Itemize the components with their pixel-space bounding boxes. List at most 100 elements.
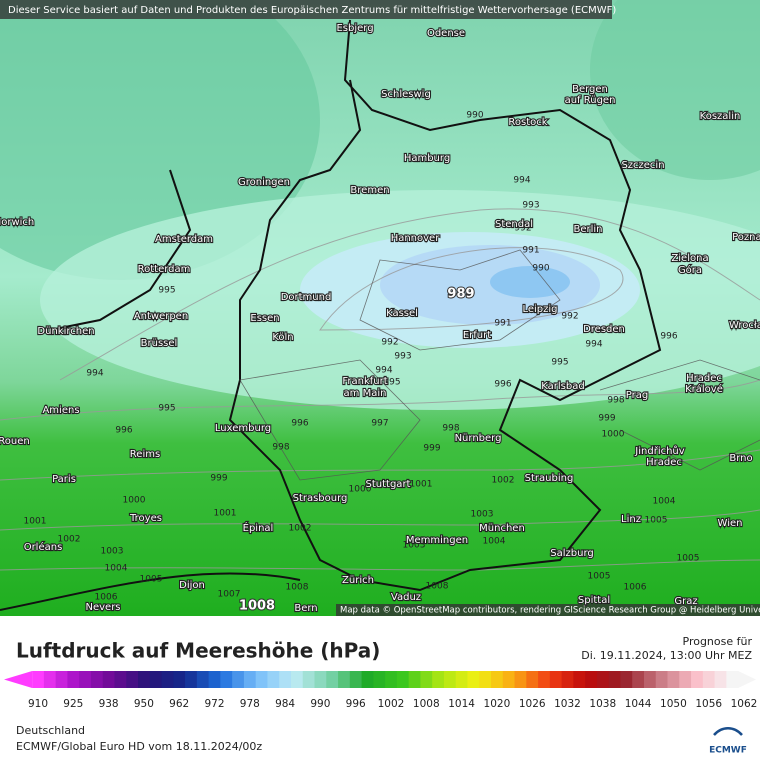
colorbar-tick-label: 950 bbox=[134, 698, 154, 710]
colorbar-cell bbox=[443, 671, 457, 688]
colorbar-cell bbox=[702, 671, 716, 688]
colorbar-cell bbox=[302, 671, 316, 688]
isobar-label: 1005 bbox=[645, 516, 668, 526]
isobar-label: 995 bbox=[158, 404, 175, 414]
colorbar-cell bbox=[349, 671, 363, 688]
regions bbox=[239, 249, 760, 481]
colorbar-cell bbox=[596, 671, 610, 688]
city-label: Schleswig bbox=[381, 89, 431, 100]
colorbar-cell bbox=[714, 671, 727, 688]
logo: ECMWF bbox=[709, 746, 747, 756]
city-label: Groningen bbox=[238, 177, 290, 188]
colorbar-cell bbox=[491, 671, 504, 688]
colorbar-cell bbox=[538, 671, 551, 688]
colorbar-cell bbox=[455, 671, 468, 688]
colorbar-tick-label: 1056 bbox=[695, 698, 722, 710]
colorbar-cell bbox=[114, 671, 127, 688]
city-label: Spittal bbox=[578, 595, 610, 606]
isobar-label: 996 bbox=[660, 332, 677, 342]
colorbar-cell bbox=[161, 671, 174, 688]
legend-title: Luftdruck auf Meereshöhe (hPa) bbox=[16, 639, 380, 663]
city-label: Dresden bbox=[583, 324, 625, 335]
isobar-label: 998 bbox=[607, 396, 624, 406]
isobar-label: 1003 bbox=[101, 547, 124, 557]
isobar-label: 1007 bbox=[218, 590, 241, 600]
city-label: Strasbourg bbox=[293, 493, 348, 504]
colorbar-tick-label: 1038 bbox=[589, 698, 616, 710]
isobar-label: 998 bbox=[442, 424, 459, 434]
isobar-label: 989 bbox=[447, 287, 474, 302]
city-label: Frankfurt bbox=[342, 376, 387, 387]
isobar-label: 1005 bbox=[588, 572, 611, 582]
colorbar-cell bbox=[620, 671, 633, 688]
isobar-label: 991 bbox=[494, 319, 511, 329]
isobar-label: 999 bbox=[423, 444, 440, 454]
city-label: Leipzig bbox=[522, 304, 557, 315]
city-label: Rotterdam bbox=[138, 264, 191, 275]
city-label: am Main bbox=[344, 388, 387, 399]
isobar-label: 1000 bbox=[349, 485, 372, 495]
isobar-label: 1004 bbox=[483, 537, 506, 547]
logo-mark bbox=[713, 727, 743, 736]
isobar-label: 993 bbox=[522, 201, 539, 211]
colorbar-cell bbox=[102, 671, 115, 688]
city-label: Brno bbox=[729, 453, 752, 464]
colorbar-cell bbox=[338, 671, 351, 688]
isobar-label: 1005 bbox=[677, 554, 700, 564]
isobar-label: 999 bbox=[210, 474, 227, 484]
colorbar-cell bbox=[196, 671, 210, 688]
city-label: Dortmund bbox=[281, 292, 332, 303]
city-label: Wrocław bbox=[729, 320, 760, 331]
colorbar-cell bbox=[255, 671, 268, 688]
isobar-label: 996 bbox=[115, 426, 132, 436]
city-label: Zürich bbox=[342, 575, 374, 586]
isobar-label: 1000 bbox=[123, 496, 146, 506]
city-label: Hradec bbox=[646, 457, 682, 468]
isobar-labels: 9909949939929919909899919929929939949949… bbox=[24, 111, 700, 615]
city-label: Norwich bbox=[0, 217, 34, 228]
colorbar-cell bbox=[279, 671, 292, 688]
colorbar-cell bbox=[608, 671, 621, 688]
city-label: Rostock bbox=[508, 117, 547, 128]
city-label: Luxemburg bbox=[215, 423, 271, 434]
isobar-label: 995 bbox=[158, 286, 175, 296]
isobar-label: 1003 bbox=[471, 510, 494, 520]
colorbar-tick-label: 996 bbox=[346, 698, 366, 710]
city-label: Orléans bbox=[24, 541, 63, 553]
isobar-label: 996 bbox=[291, 419, 308, 429]
pressure-area bbox=[380, 245, 600, 325]
colorbar-cell bbox=[385, 671, 398, 688]
isobar-label: 1002 bbox=[58, 535, 81, 545]
city-label: Esbjerg bbox=[336, 23, 373, 34]
city-label: Stendal bbox=[495, 219, 533, 230]
city-label: Linz bbox=[621, 514, 641, 525]
city-label: Nürnberg bbox=[455, 433, 502, 444]
city-label: Salzburg bbox=[550, 548, 593, 559]
city-label: Reims bbox=[130, 449, 160, 460]
isobar-label: 1008 bbox=[239, 599, 275, 614]
city-label: Brüssel bbox=[141, 338, 178, 349]
colorbar-cell bbox=[408, 671, 421, 688]
colorbar-tick-label: 962 bbox=[169, 698, 189, 710]
isobar-label: 992 bbox=[561, 312, 578, 322]
isobar-label: 992 bbox=[381, 338, 398, 348]
isobar-label: 995 bbox=[383, 378, 400, 388]
city-label: Hannover bbox=[391, 233, 441, 244]
colorbar-tick-label: 1044 bbox=[625, 698, 652, 710]
colorbar-tick-label: 1002 bbox=[378, 698, 405, 710]
isobar-label: 991 bbox=[522, 246, 539, 256]
colorbar-cell bbox=[432, 671, 445, 688]
isobar-label: 990 bbox=[532, 264, 549, 274]
city-label: Amiens bbox=[42, 405, 79, 416]
city-label: Wien bbox=[718, 518, 743, 529]
colorbar-cell bbox=[479, 671, 492, 688]
colorbar-arrow bbox=[4, 671, 33, 688]
isobar-label: 999 bbox=[598, 414, 615, 424]
colorbar-tick-label: 1062 bbox=[731, 698, 758, 710]
colorbar-cell bbox=[126, 671, 139, 688]
colorbar-tick-label: 938 bbox=[99, 698, 119, 710]
colorbar-cell bbox=[655, 671, 669, 688]
colorbar-cell bbox=[691, 671, 704, 688]
city-label: Memmingen bbox=[406, 535, 468, 546]
